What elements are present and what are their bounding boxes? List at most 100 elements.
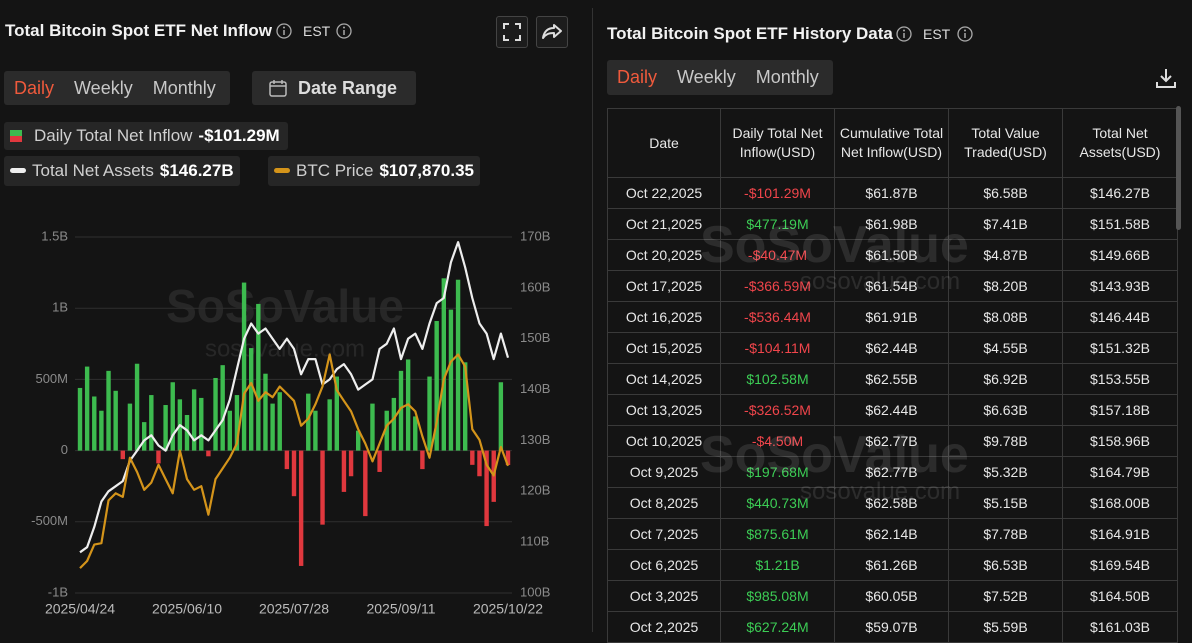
table-cell: -$4.50M [720,425,835,457]
bar [477,450,482,477]
y2-tick-label: 100B [520,584,550,599]
legend-swatch [10,168,26,173]
table-row: Oct 9,2025 $197.68M $62.77B $5.32B $164.79B [607,456,1178,488]
table-row: Oct 17,2025 -$366.59M $61.54B $8.20B $143.93… [607,270,1178,302]
bar [334,376,339,451]
bar [84,366,90,451]
bar [277,392,282,451]
table-cell: $61.50B [834,239,949,271]
table-cell: Oct 6,2025 [607,549,721,581]
table-cell: $164.91B [1062,518,1178,550]
bar [356,430,361,451]
bar [298,450,304,566]
bar [441,278,446,451]
bar [434,321,439,451]
share-button[interactable] [536,16,568,48]
bar [413,416,418,451]
table-cell: $62.44B [834,332,949,364]
table-row: Oct 7,2025 $875.61M $62.14B $7.78B $164.91B [607,518,1178,550]
table-row: Oct 13,2025 -$326.52M $62.44B $6.63B $157.18… [607,394,1178,426]
legend-label: Daily Total Net Inflow [34,126,193,145]
x-tick-label: 2025/07/28 [259,601,329,617]
bar [377,450,382,472]
info-icon[interactable] [276,23,292,39]
watermark: SoSoValue [166,280,404,332]
bar [213,377,218,451]
table-cell: $168.00B [1062,487,1178,519]
table-cell: $7.52B [948,580,1063,612]
bar [234,395,240,451]
date-range-label: Date Range [298,77,398,98]
period-tabs: Daily Weekly Monthly [4,71,230,105]
info-icon[interactable] [336,23,352,39]
table-cell: -$536.44M [720,301,835,333]
table-cell: $161.03B [1062,611,1178,643]
table-cell: $9.78B [948,425,1063,457]
bar [227,410,232,451]
y-tick-label: -500M [31,513,68,528]
table-cell: $6.63B [948,394,1063,426]
table-cell: Oct 16,2025 [607,301,721,333]
bar [306,393,311,451]
tab[interactable]: Weekly [74,77,133,98]
table-cell: $4.87B [948,239,1063,271]
table-cell: $164.50B [1062,580,1178,612]
legend-value: $146.27B [159,161,234,180]
bar [463,362,468,451]
timezone[interactable]: EST [923,26,951,42]
column-header[interactable]: Total Net Assets(USD) [1062,108,1178,178]
table-row: Oct 20,2025 -$40.47M $61.50B $4.87B $149.66B [607,239,1178,271]
table-cell: Oct 15,2025 [607,332,721,364]
scrollbar[interactable] [1176,106,1181,230]
table-cell: $102.58M [720,363,835,395]
bar [313,410,318,451]
column-header[interactable]: Date [607,108,721,178]
period-tabs: Daily Weekly Monthly [607,60,833,95]
bar [241,282,247,451]
table-row: Oct 16,2025 -$536.44M $61.91B $8.08B $146.44… [607,301,1178,333]
tab[interactable]: Daily [617,67,658,87]
line [79,241,510,554]
table-row: Oct 15,2025 -$104.11M $62.44B $4.55B $151.32… [607,332,1178,364]
table-cell: $5.59B [948,611,1063,643]
tab[interactable]: Monthly [755,67,819,87]
table-cell: -$104.11M [720,332,835,364]
table-cell: $149.66B [1062,239,1178,271]
bar [270,403,275,451]
legend-item[interactable]: BTC Price $107,870.35 [268,156,481,186]
bar [199,397,204,451]
bar [398,370,404,451]
fullscreen-button[interactable] [496,16,528,48]
legend-item[interactable]: Total Net Assets $146.27B [4,156,240,186]
table-cell: Oct 14,2025 [607,363,721,395]
line [79,353,510,569]
bar [263,373,268,451]
bar [348,450,354,477]
timezone[interactable]: EST [303,23,331,39]
download-button[interactable] [1154,66,1178,90]
legend-item[interactable]: Daily Total Net Inflow -$101.29M [4,122,288,150]
table-cell: Oct 22,2025 [607,177,721,209]
table-cell: $62.55B [834,363,949,395]
column-header[interactable]: Total Value Traded(USD) [948,108,1063,178]
bar [206,450,211,457]
table-cell: $985.08M [720,580,835,612]
info-icon[interactable] [896,26,912,42]
table-cell: $8.20B [948,270,1063,302]
table-cell: Oct 17,2025 [607,270,721,302]
y2-tick-label: 110B [520,534,549,549]
table-row: Oct 3,2025 $985.08M $60.05B $7.52B $164.50B [607,580,1178,612]
table-cell: $60.05B [834,580,949,612]
bar [484,450,489,527]
tab[interactable]: Daily [14,77,55,98]
column-header[interactable]: Cumulative Total Net Inflow(USD) [834,108,949,178]
column-header[interactable]: Daily Total Net Inflow(USD) [720,108,835,178]
tab[interactable]: Weekly [677,67,736,87]
info-icon[interactable] [957,26,973,42]
table-cell: Oct 7,2025 [607,518,721,550]
y-tick-label: -1B [48,584,68,599]
tab[interactable]: Monthly [152,77,216,98]
date-range-button[interactable]: Date Range [252,71,416,105]
table-cell: $146.44B [1062,301,1178,333]
table-cell: Oct 13,2025 [607,394,721,426]
